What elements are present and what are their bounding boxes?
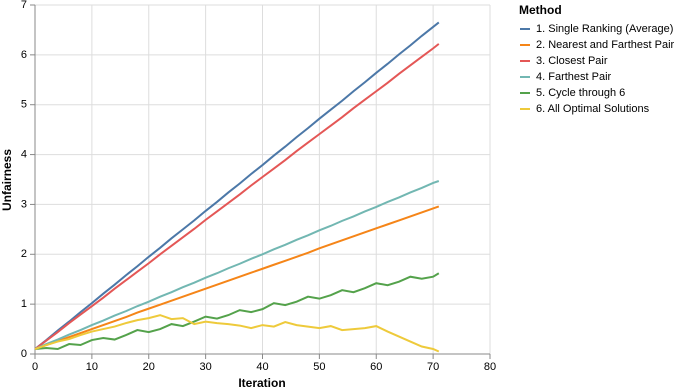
x-tick-label: 60 xyxy=(370,361,382,373)
x-axis-title: Iteration xyxy=(238,376,285,390)
series-line xyxy=(34,314,440,353)
y-axis-title: Unfairness xyxy=(0,149,14,211)
legend-label: 3. Closest Pair xyxy=(536,55,608,67)
series-line xyxy=(34,21,440,350)
series-line xyxy=(34,272,440,351)
series-line xyxy=(34,205,440,350)
x-tick-label: 70 xyxy=(427,361,439,373)
legend-label: 5. Cycle through 6 xyxy=(536,87,625,99)
series-line xyxy=(34,43,440,350)
x-tick-label: 20 xyxy=(143,361,155,373)
y-tick-label: 6 xyxy=(21,49,27,61)
y-tick-label: 7 xyxy=(21,0,27,11)
x-tick-label: 10 xyxy=(86,361,98,373)
x-tick-label: 80 xyxy=(484,361,496,373)
y-tick-label: 5 xyxy=(21,99,27,111)
legend-label: 6. All Optimal Solutions xyxy=(536,103,650,115)
legend-label: 4. Farthest Pair xyxy=(536,71,612,83)
y-tick-label: 4 xyxy=(21,148,27,160)
x-tick-label: 0 xyxy=(32,361,38,373)
x-tick-label: 30 xyxy=(200,361,212,373)
x-tick-label: 50 xyxy=(313,361,325,373)
legend-title: Method xyxy=(519,3,562,17)
y-tick-label: 0 xyxy=(21,348,27,360)
y-tick-label: 3 xyxy=(21,198,27,210)
x-tick-label: 40 xyxy=(256,361,268,373)
series-line xyxy=(34,180,440,350)
y-tick-label: 2 xyxy=(21,248,27,260)
legend-label: 2. Nearest and Farthest Pair xyxy=(536,39,675,51)
y-tick-label: 1 xyxy=(21,298,27,310)
legend-label: 1. Single Ranking (Average) xyxy=(536,23,673,35)
